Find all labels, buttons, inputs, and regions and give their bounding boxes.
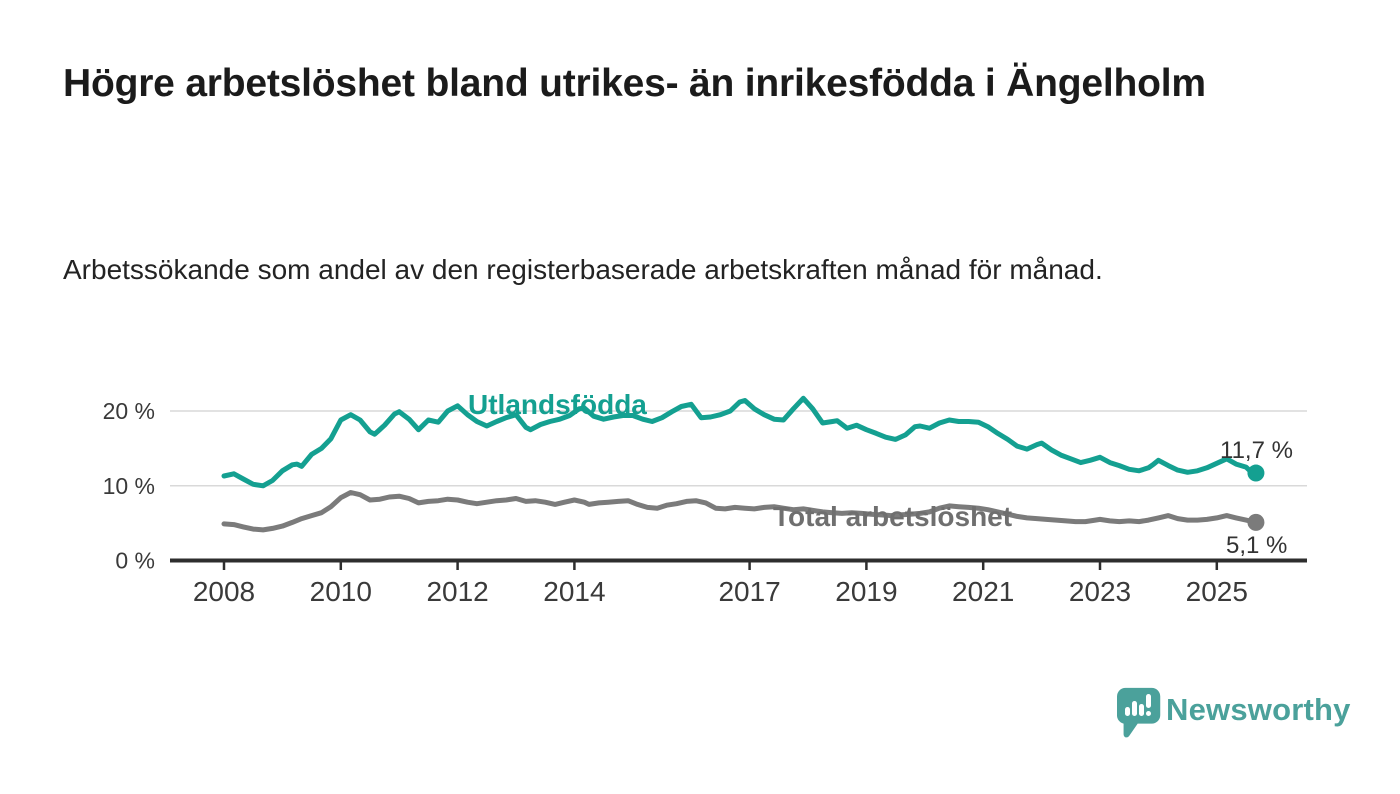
speech-bubble-shape xyxy=(1117,687,1161,738)
series-end-dot xyxy=(1247,464,1265,482)
exclamation-dot xyxy=(1146,711,1151,716)
x-axis-tick-label: 2012 xyxy=(426,576,488,607)
newsworthy-logo: Newsworthy xyxy=(1117,686,1350,748)
exclamation-bar xyxy=(1146,694,1151,708)
newsworthy-brand-text: Newsworthy xyxy=(1166,692,1351,727)
x-axis-tick-label: 2014 xyxy=(543,576,605,607)
x-axis-tick-label: 2023 xyxy=(1069,576,1131,607)
end-value-label-utlandsfodda: 11,7 % xyxy=(1220,437,1293,464)
series-end-dot xyxy=(1247,513,1265,531)
x-axis-tick-label: 2008 xyxy=(193,576,255,607)
page-title: Högre arbetslöshet bland utrikes- än inr… xyxy=(63,62,1206,105)
x-axis-tick-label: 2021 xyxy=(952,576,1014,607)
series-label-utlandsfodda: Utlandsfödda xyxy=(468,389,647,420)
y-axis-tick-label: 20 % xyxy=(103,398,155,424)
y-axis-tick-label: 0 % xyxy=(115,548,155,574)
chart-subtitle: Arbetssökande som andel av den registerb… xyxy=(63,254,1103,285)
newsworthy-logo-icon xyxy=(1117,687,1161,738)
bar-tall xyxy=(1132,701,1137,716)
x-axis-tick-label: 2010 xyxy=(310,576,372,607)
end-value-label-total-arbetsloshet: 5,1 % xyxy=(1226,532,1288,559)
series-label-total-arbetsloshet: Total arbetslöshet xyxy=(773,501,1013,532)
x-axis-tick-label: 2019 xyxy=(835,576,897,607)
bar-short xyxy=(1125,707,1130,716)
series-line-total-arbetsloshet xyxy=(221,490,1259,533)
bar-medium xyxy=(1139,704,1144,716)
y-axis-tick-label: 10 % xyxy=(103,473,155,499)
series-line-utlandsfodda xyxy=(221,395,1259,489)
x-axis-tick-label: 2025 xyxy=(1186,576,1248,607)
x-axis-tick-label: 2017 xyxy=(718,576,780,607)
